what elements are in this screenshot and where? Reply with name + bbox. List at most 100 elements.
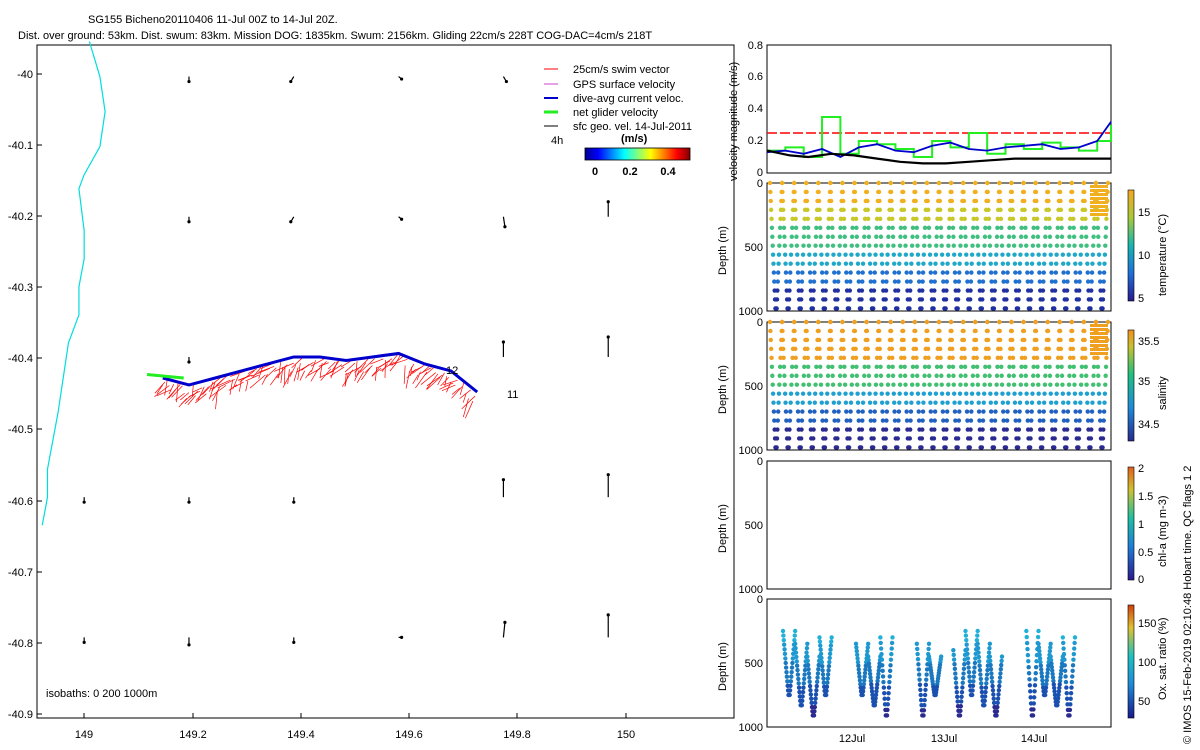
dive-sample	[908, 409, 914, 414]
dive-sample	[1049, 661, 1054, 666]
dive-sample	[951, 234, 956, 239]
dive-sample	[1041, 409, 1046, 414]
dive-sample	[961, 198, 967, 204]
dive-sample	[769, 225, 775, 230]
dive-sample	[1028, 297, 1033, 302]
dive-sample	[886, 355, 892, 361]
dive-sample	[1055, 703, 1060, 708]
dive-sample	[800, 698, 805, 704]
dive-sample	[997, 683, 1002, 689]
dive-sample	[1022, 216, 1028, 222]
dive-sample	[909, 382, 915, 387]
dive-sample	[848, 418, 853, 423]
dive-sample	[801, 382, 806, 387]
dive-sample	[923, 682, 929, 687]
dive-sample	[823, 692, 829, 698]
dive-sample	[918, 687, 923, 693]
dive-sample	[951, 373, 956, 378]
dive-sample	[997, 679, 1002, 685]
dive-sample	[926, 355, 931, 361]
swim-vector	[298, 362, 314, 372]
dive-sample	[788, 409, 793, 414]
dive-sample	[818, 225, 823, 230]
dive-sample	[944, 418, 950, 423]
dive-sample	[1069, 180, 1074, 186]
dive-sample	[1017, 400, 1023, 405]
salinity-panel: 0 500 1000 Depth (m) 34.5 35 35.5 salini…	[717, 317, 1169, 457]
dive-sample	[784, 669, 789, 675]
dive-sample	[836, 261, 842, 266]
dive-sample	[862, 234, 867, 239]
dive-sample	[776, 261, 781, 266]
dive-sample	[1070, 663, 1076, 668]
dive-sample	[821, 680, 827, 685]
dive-sample	[1103, 364, 1109, 369]
dive-sample	[910, 364, 916, 369]
dive-sample	[878, 364, 883, 369]
dive-sample	[867, 664, 872, 670]
dive-sample	[958, 243, 963, 248]
dive-sample	[959, 355, 964, 361]
dive-sample	[810, 445, 816, 450]
dive-sample	[1059, 668, 1064, 673]
dive-sample	[817, 346, 822, 352]
dive-sample	[802, 225, 807, 230]
dive-sample	[820, 279, 825, 284]
dive-sample	[1068, 696, 1073, 701]
dive-sample	[933, 261, 938, 266]
dive-sample	[994, 373, 1000, 378]
dive-sample	[955, 694, 960, 700]
dive-sample	[818, 243, 824, 248]
dive-sample	[1011, 382, 1017, 387]
dive-sample	[1043, 216, 1049, 222]
dive-sample	[865, 645, 870, 650]
dive-sample	[794, 373, 799, 378]
dive-sample	[964, 642, 969, 647]
dive-sample	[1019, 216, 1025, 222]
dive-sample	[793, 650, 799, 655]
dive-sample	[937, 328, 942, 334]
dive-sample	[805, 216, 810, 222]
dive-sample	[837, 243, 842, 248]
dive-sample	[995, 216, 1001, 222]
dive-sample	[951, 243, 956, 248]
dive-sample	[926, 225, 932, 230]
dive-sample	[985, 337, 991, 343]
dive-sample	[871, 427, 877, 432]
dive-sample	[802, 355, 807, 361]
dive-sample	[1013, 409, 1018, 414]
dive-sample	[801, 685, 806, 690]
dive-sample	[889, 337, 894, 343]
dive-sample	[934, 364, 940, 369]
dive-sample	[789, 674, 794, 679]
dive-sample	[1004, 418, 1010, 423]
dive-sample	[850, 225, 855, 230]
dive-sample	[1097, 279, 1103, 284]
dive-sample	[1023, 373, 1029, 378]
dive-sample	[904, 400, 909, 405]
dive-sample	[877, 346, 883, 352]
dive-sample	[1084, 391, 1090, 396]
legend-swim: 25cm/s swim vector	[573, 64, 670, 76]
dive-sample	[1037, 656, 1043, 661]
dive-sample	[872, 409, 877, 414]
swim-vector	[378, 358, 393, 368]
dive-sample	[838, 225, 843, 230]
dive-sample	[958, 703, 964, 709]
dive-sample	[919, 445, 924, 450]
dive-sample	[933, 391, 939, 396]
dive-sample	[920, 427, 925, 432]
depth-label: Depth (m)	[717, 365, 729, 414]
dive-sample	[874, 689, 879, 694]
dive-sample	[782, 234, 787, 239]
dive-sample	[922, 364, 928, 369]
dive-sample	[904, 409, 909, 414]
dive-sample	[985, 328, 990, 334]
dive-sample	[862, 373, 867, 378]
dive-sample	[951, 648, 956, 653]
dive-sample	[795, 391, 800, 396]
dive-sample	[843, 400, 849, 405]
dive-sample	[897, 252, 902, 257]
dive-sample	[848, 279, 853, 284]
